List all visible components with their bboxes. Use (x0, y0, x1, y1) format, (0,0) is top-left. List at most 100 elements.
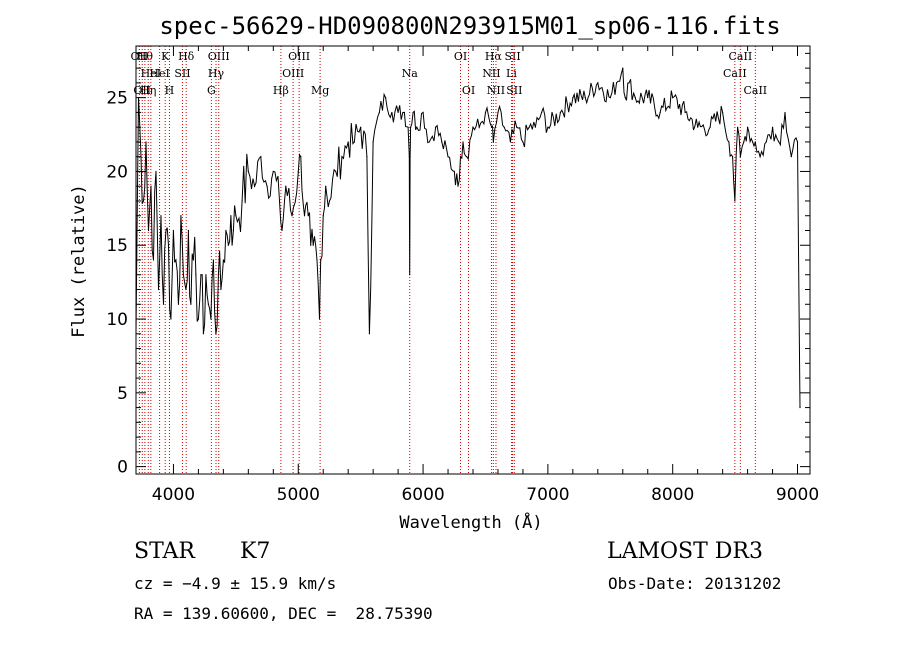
spectrum-point (195, 274, 197, 276)
line-marker-label: Mg (311, 84, 329, 97)
y-tick-label: 25 (106, 89, 128, 109)
spectrum-point (200, 274, 202, 276)
spectrum-point (235, 215, 237, 217)
line-marker-label: OI (454, 50, 467, 63)
spectrum-point (472, 126, 474, 128)
spectrum-point (528, 126, 530, 128)
spectrum-point (466, 156, 468, 158)
line-marker-label: OIII (282, 67, 304, 80)
survey-name: LAMOST DR3 (607, 539, 763, 564)
spectrum-point (312, 244, 314, 246)
spectrum-point (147, 229, 150, 232)
spectrum-point (190, 303, 192, 305)
spectrum-point (320, 259, 322, 261)
spectrum-point (217, 274, 219, 276)
spectrum-point (152, 259, 155, 261)
redshift-velocity: cz = −4.9 ± 15.9 km/s (134, 574, 337, 593)
spectrum-point (628, 82, 630, 84)
spectrum-point (422, 111, 424, 114)
spectrum-point (160, 215, 162, 217)
line-marker-label: OII (131, 50, 149, 63)
observation-date: Obs-Date: 20131202 (608, 574, 782, 593)
spectrum-point (222, 259, 224, 261)
spectrum-point (441, 141, 443, 143)
spectrum-point (215, 333, 217, 335)
spectrum-point (409, 274, 411, 276)
spectrum-point (227, 244, 229, 246)
line-marker-label: Hβ (273, 84, 289, 97)
spectrum-point (541, 111, 543, 114)
spectrum-point (634, 97, 636, 99)
spectrum-point (378, 111, 380, 114)
spectrum-point (175, 259, 177, 261)
line-marker-label: OII (133, 84, 151, 97)
spectrum-point (509, 141, 512, 143)
spectrum-point (522, 141, 524, 143)
spectrum-point (177, 303, 180, 305)
line-marker-label: H (165, 84, 175, 97)
spectrum-point (534, 126, 537, 128)
spectrum-point (743, 141, 745, 143)
line-marker-label: Na (402, 67, 419, 80)
y-tick-label: 5 (117, 384, 128, 404)
spectrum-point (366, 156, 368, 158)
spectrum-point (728, 141, 730, 143)
spectrum-point (347, 141, 349, 143)
spectrum-point (459, 156, 462, 158)
spectrum-point (170, 318, 172, 320)
spectrum-point (778, 141, 780, 143)
line-marker-label: G (207, 84, 216, 97)
spectrum-point (260, 156, 262, 158)
spectrum-point (453, 170, 455, 173)
spectrum-point (187, 229, 190, 232)
line-marker-label: SII (504, 50, 520, 63)
spectrum-point (155, 170, 157, 173)
line-marker-label: OIII (208, 50, 230, 63)
x-tick-label: 9000 (776, 485, 819, 505)
spectrum-point (150, 185, 152, 187)
spectrum-point (672, 97, 674, 99)
spectrum-point (167, 244, 170, 246)
spectrum-point (484, 111, 487, 114)
spectrum-point (572, 97, 574, 99)
spectrum-point (765, 141, 767, 143)
spectrum-point (771, 126, 774, 128)
x-tick-label: 4000 (152, 485, 195, 505)
spectrum-point (403, 111, 405, 114)
spectrum-series (135, 67, 801, 409)
spectrum-point (307, 215, 309, 217)
spectrum-point (316, 259, 318, 261)
spectrum-point (172, 229, 175, 232)
spectrum-point (734, 200, 736, 202)
spectrum-point (281, 229, 283, 232)
line-marker-label: HeI (141, 67, 161, 80)
spectrum-point (722, 111, 724, 114)
spectrum-line (135, 67, 801, 408)
spectrum-point (746, 126, 749, 128)
spectrum-point (647, 97, 649, 99)
spectrum-point (385, 97, 387, 99)
x-tick-label: 8000 (651, 485, 694, 505)
line-marker-label: Hη (140, 84, 156, 97)
spectrum-point (796, 141, 799, 143)
spectrum-point (737, 126, 739, 128)
spectrum-point (434, 126, 437, 128)
spectrum-point (185, 288, 187, 291)
line-marker-label: NII (482, 67, 500, 80)
spectrum-point (416, 126, 418, 128)
spectrum-point (192, 259, 195, 261)
spectrum-point (684, 111, 686, 114)
spectrum-point (322, 215, 324, 217)
spectrum-point (212, 259, 214, 261)
x-tick-label: 5000 (277, 485, 320, 505)
spectrum-point (478, 126, 480, 128)
line-marker-label: Li (506, 67, 517, 80)
spectrum-point (278, 200, 281, 202)
spectrum-point (247, 170, 249, 173)
spectrum-point (503, 126, 505, 128)
spectrum-point (447, 156, 449, 158)
line-markers: OIIOIIHθHηHeIHeIKHSIIHδGHγOIIIHβOIIIOIII… (131, 46, 767, 474)
spectral-subclass: K7 (240, 539, 271, 564)
spectrum-point (335, 170, 337, 173)
spectrum-point (328, 200, 331, 202)
